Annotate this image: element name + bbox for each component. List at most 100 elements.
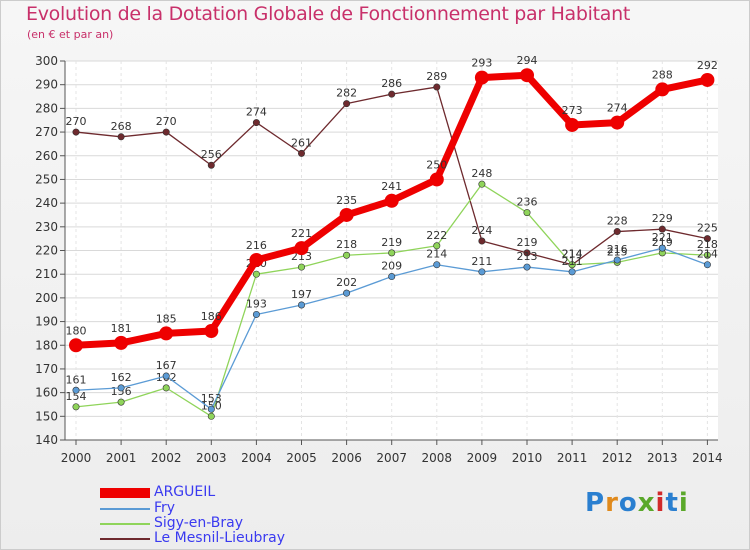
data-label-fry: 213 <box>517 250 538 263</box>
y-tick-label: 180 <box>35 338 58 352</box>
data-label-argueil: 273 <box>562 104 583 117</box>
data-label-le-mesnil-lieubray: 214 <box>562 248 583 261</box>
data-label-le-mesnil-lieubray: 286 <box>381 77 402 90</box>
data-point-le-mesnil-lieubray <box>388 90 396 98</box>
data-point-fry <box>252 310 260 318</box>
data-label-fry: 214 <box>426 248 447 261</box>
x-tick-label: 2013 <box>647 451 678 465</box>
data-point-le-mesnil-lieubray <box>523 249 531 257</box>
data-point-le-mesnil-lieubray <box>478 237 486 245</box>
data-label-le-mesnil-lieubray: 224 <box>471 224 492 237</box>
y-tick-label: 230 <box>35 220 58 234</box>
data-label-le-mesnil-lieubray: 289 <box>426 70 447 83</box>
logo-letter: P <box>585 488 606 518</box>
data-label-argueil: 181 <box>111 322 132 335</box>
x-tick-label: 2004 <box>241 451 272 465</box>
data-label-argueil: 241 <box>381 180 402 193</box>
data-point-le-mesnil-lieubray <box>433 83 441 91</box>
y-tick-label: 140 <box>35 433 58 447</box>
data-point-argueil <box>294 241 309 256</box>
data-point-le-mesnil-lieubray <box>207 161 215 169</box>
legend-item-sigy-en-bray: Sigy-en-Bray <box>100 515 350 531</box>
data-point-argueil <box>384 193 399 208</box>
x-tick-label: 2003 <box>196 451 227 465</box>
data-label-sigy-en-bray: 213 <box>291 250 312 263</box>
data-label-fry: 216 <box>607 243 628 256</box>
data-label-sigy-en-bray: 218 <box>336 238 357 251</box>
data-label-fry: 211 <box>562 255 583 268</box>
data-point-le-mesnil-lieubray <box>658 225 666 233</box>
data-point-fry <box>343 289 351 297</box>
data-label-argueil: 185 <box>156 312 177 325</box>
data-label-argueil: 292 <box>697 59 718 72</box>
chart-subtitle: (en € et par an) <box>27 28 114 41</box>
data-point-fry <box>658 244 666 252</box>
data-label-fry: 209 <box>381 260 402 273</box>
data-label-argueil: 250 <box>426 158 447 171</box>
data-point-le-mesnil-lieubray <box>343 100 351 108</box>
x-tick-label: 2009 <box>467 451 498 465</box>
data-point-sigy-en-bray <box>252 270 260 278</box>
data-point-le-mesnil-lieubray <box>117 133 125 141</box>
y-tick-label: 220 <box>35 244 58 258</box>
data-label-argueil: 294 <box>517 54 538 67</box>
data-point-fry <box>433 261 441 269</box>
data-point-fry <box>478 268 486 276</box>
data-point-fry <box>523 263 531 271</box>
logo-letter: r <box>605 488 619 518</box>
data-label-le-mesnil-lieubray: 219 <box>517 236 538 249</box>
data-point-argueil <box>429 172 444 187</box>
logo-letter: o <box>618 488 638 518</box>
data-point-fry <box>162 372 170 380</box>
data-point-sigy-en-bray <box>433 242 441 250</box>
data-label-argueil: 235 <box>336 194 357 207</box>
y-tick-label: 240 <box>35 196 58 210</box>
data-label-fry: 193 <box>246 297 267 310</box>
data-point-le-mesnil-lieubray <box>162 128 170 136</box>
data-label-sigy-en-bray: 222 <box>426 229 447 242</box>
y-tick-label: 250 <box>35 172 58 186</box>
x-tick-label: 2006 <box>331 451 362 465</box>
logo-letter: t <box>665 488 679 518</box>
data-point-fry <box>613 256 621 264</box>
data-point-argueil <box>610 115 625 130</box>
data-point-argueil <box>655 82 670 97</box>
data-point-sigy-en-bray <box>117 398 125 406</box>
data-label-argueil: 186 <box>201 310 222 323</box>
data-label-fry: 162 <box>111 371 132 384</box>
y-tick-label: 270 <box>35 125 58 139</box>
y-tick-label: 160 <box>35 386 58 400</box>
data-point-sigy-en-bray <box>388 249 396 257</box>
data-point-sigy-en-bray <box>207 412 215 420</box>
data-point-argueil <box>520 68 534 83</box>
data-point-le-mesnil-lieubray <box>297 149 305 157</box>
data-point-sigy-en-bray <box>72 403 80 411</box>
x-tick-label: 2010 <box>512 451 543 465</box>
data-point-fry <box>388 273 396 281</box>
data-point-sigy-en-bray <box>703 251 711 259</box>
data-point-sigy-en-bray <box>523 209 531 217</box>
y-tick-label: 150 <box>35 409 58 423</box>
data-label-argueil: 288 <box>652 68 673 81</box>
data-label-fry: 153 <box>201 392 222 405</box>
data-label-argueil: 274 <box>607 102 628 115</box>
data-label-sigy-en-bray: 215 <box>607 245 628 258</box>
legend-item-fry: Fry <box>100 500 350 516</box>
data-label-sigy-en-bray: 214 <box>562 248 583 261</box>
y-tick-label: 290 <box>35 78 58 92</box>
data-point-sigy-en-bray <box>343 251 351 259</box>
data-label-le-mesnil-lieubray: 261 <box>291 136 312 149</box>
x-tick-label: 2014 <box>692 451 723 465</box>
data-label-argueil: 221 <box>291 227 312 240</box>
y-tick-label: 210 <box>35 267 58 281</box>
data-point-fry <box>703 261 711 269</box>
x-tick-label: 2008 <box>422 451 453 465</box>
data-label-sigy-en-bray: 219 <box>652 236 673 249</box>
data-point-le-mesnil-lieubray <box>72 128 80 136</box>
data-point-fry <box>72 386 80 394</box>
data-label-le-mesnil-lieubray: 274 <box>246 106 267 119</box>
data-label-fry: 221 <box>652 231 673 244</box>
proxiti-logo: Proxiti <box>585 488 689 518</box>
x-tick-label: 2001 <box>106 451 137 465</box>
